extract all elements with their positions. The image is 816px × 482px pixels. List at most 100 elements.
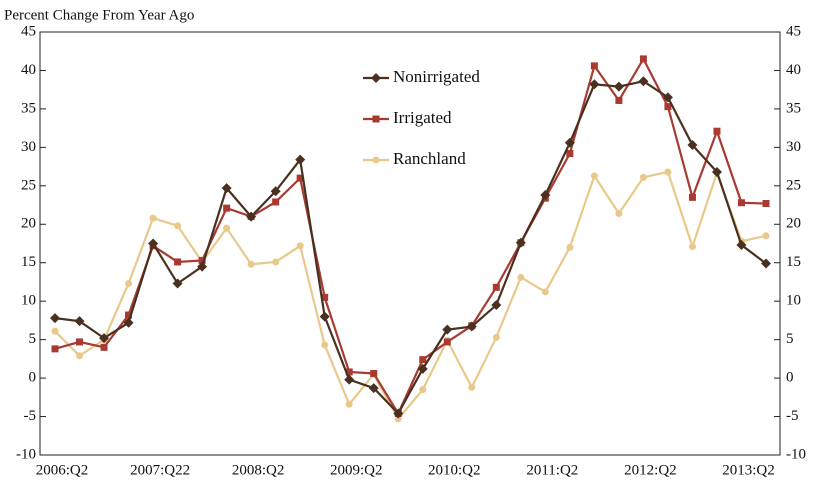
y-tick-label: -10 [16, 446, 36, 462]
legend-label: Nonirrigated [393, 67, 480, 86]
data-point [491, 300, 502, 311]
y2-tick-label: 45 [786, 23, 801, 39]
data-point [296, 242, 304, 250]
data-point [344, 374, 355, 385]
data-point [613, 81, 624, 92]
legend-marker [372, 156, 380, 164]
data-point [172, 278, 183, 289]
y-tick-label: 20 [21, 216, 36, 232]
y-tick-label: 10 [21, 293, 36, 309]
legend-marker [371, 73, 381, 83]
data-point [662, 92, 673, 103]
y2-tick-label: 25 [786, 177, 801, 193]
data-point [345, 400, 353, 408]
data-point [51, 345, 59, 353]
data-point [517, 273, 525, 281]
y-tick-label: 25 [21, 177, 36, 193]
data-point [515, 237, 526, 248]
x-tick-label: 2012:Q2 [624, 462, 677, 478]
data-point [466, 321, 477, 332]
data-point [247, 260, 255, 268]
data-point [270, 186, 281, 197]
data-point [394, 415, 402, 423]
data-point [272, 258, 280, 266]
data-point [272, 198, 280, 206]
data-point [223, 224, 231, 232]
data-point [615, 96, 623, 104]
data-point [198, 256, 206, 264]
data-point [468, 383, 476, 391]
x-tick-label: 2009:Q2 [330, 462, 383, 478]
y-tick-label: 5 [29, 331, 37, 347]
data-point [319, 311, 330, 322]
legend-label: Ranchland [393, 149, 466, 168]
data-point [51, 327, 59, 335]
plot-frame [39, 31, 781, 456]
data-point [737, 199, 745, 207]
data-point [223, 204, 231, 212]
chart-title: Percent Change From Year Ago [4, 7, 194, 23]
data-point [566, 243, 574, 251]
data-point [221, 183, 232, 194]
y2-tick-label: 35 [786, 100, 801, 116]
data-point [761, 258, 771, 269]
y-tick-label: 35 [21, 100, 36, 116]
y2-tick-label: 5 [786, 331, 794, 347]
data-point [296, 174, 304, 182]
data-point [664, 103, 672, 111]
data-point [566, 150, 574, 158]
x-tick-label: 2008:Q2 [232, 462, 285, 478]
data-point [762, 232, 770, 240]
data-point [419, 386, 427, 394]
data-point [393, 408, 404, 419]
data-point [125, 279, 133, 287]
x-tick-label: 2006:Q2 [36, 462, 89, 478]
y-tick-label: 15 [21, 254, 36, 270]
data-point [762, 200, 770, 208]
data-point [76, 338, 84, 346]
data-point [540, 190, 551, 201]
data-point [148, 238, 159, 249]
series-line [54, 56, 767, 416]
data-point [492, 333, 500, 341]
data-point [246, 211, 257, 222]
y2-tick-label: 15 [786, 254, 801, 270]
data-point [564, 137, 575, 148]
data-point [370, 369, 378, 377]
data-point [442, 324, 453, 335]
y2-tick-label: 10 [786, 293, 801, 309]
data-point [368, 383, 379, 394]
y2-tick-label: 20 [786, 216, 801, 232]
data-point [197, 261, 208, 272]
data-point [345, 368, 353, 376]
series-line [54, 80, 767, 416]
data-point [321, 341, 329, 349]
y-tick-label: 0 [29, 370, 37, 386]
y2-tick-label: -10 [786, 446, 806, 462]
data-point [736, 240, 747, 251]
x-tick-label: 2010:Q2 [428, 462, 481, 478]
data-point [99, 333, 110, 344]
data-point [125, 311, 133, 319]
data-point [492, 283, 500, 291]
data-point [76, 352, 84, 360]
y-tick-label: -5 [24, 408, 37, 424]
y2-tick-label: 0 [786, 370, 794, 386]
data-point [590, 62, 598, 70]
data-point [174, 258, 182, 266]
data-point [639, 173, 647, 181]
data-point [321, 293, 329, 301]
data-point [713, 127, 721, 135]
data-point [443, 338, 451, 346]
y2-tick-label: 30 [786, 139, 801, 155]
y-tick-label: 40 [21, 62, 36, 78]
data-point [688, 193, 696, 201]
data-point [174, 222, 182, 230]
data-point [100, 343, 108, 351]
x-tick-label: 2007:Q22 [130, 462, 190, 478]
legend-label: Irrigated [393, 108, 452, 127]
data-point [419, 356, 427, 364]
data-point [295, 154, 306, 165]
data-point [664, 168, 672, 176]
